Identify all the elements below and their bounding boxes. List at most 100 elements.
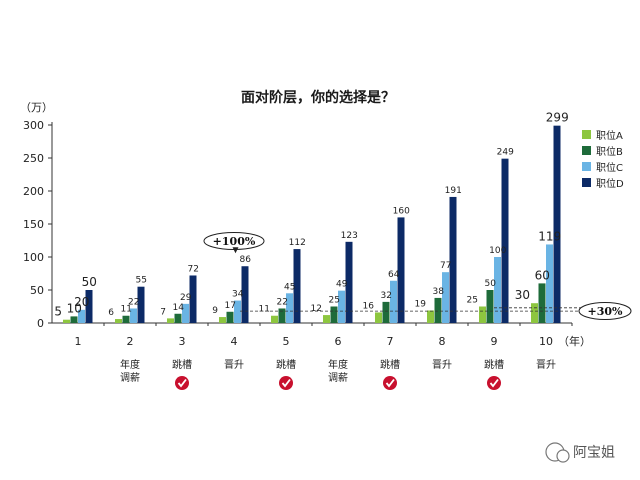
data-label: 86 — [240, 255, 252, 265]
x-tick-label: 6 — [335, 335, 342, 348]
bar — [345, 241, 353, 323]
check-icon — [383, 376, 397, 390]
data-label: 11 — [259, 305, 270, 315]
category-note: 调薪 — [120, 372, 140, 384]
bar — [115, 319, 122, 323]
bar — [427, 310, 434, 323]
x-tick-label: 7 — [387, 335, 394, 348]
category-note: 年度 — [328, 358, 348, 371]
data-label: 55 — [136, 276, 147, 286]
bar — [70, 316, 78, 323]
bar — [382, 301, 390, 323]
data-label: 12 — [311, 304, 322, 314]
data-label: 60 — [535, 268, 550, 282]
data-label: 19 — [415, 299, 427, 309]
data-label: 25 — [467, 296, 478, 306]
bar — [278, 308, 286, 323]
y-axis: 0 50 100 150 200 250 300 — [23, 119, 53, 330]
watermark-text: 阿宝姐 — [573, 445, 615, 461]
category-note: 跳槽 — [276, 358, 296, 371]
data-label: 72 — [188, 264, 199, 274]
y-tick-label: 200 — [23, 185, 44, 198]
data-label: 77 — [440, 261, 451, 271]
data-label: 22 — [128, 297, 139, 307]
bar — [293, 249, 301, 323]
bar — [137, 286, 145, 323]
bar — [130, 308, 137, 323]
callout-arrowhead — [232, 247, 239, 254]
data-label: 299 — [546, 111, 569, 125]
bar — [63, 319, 70, 323]
legend-label: 职位B — [596, 145, 623, 158]
y-tick-label: 300 — [23, 119, 44, 132]
check-icon — [279, 376, 293, 390]
data-label: 5 — [54, 305, 62, 319]
bar — [434, 297, 442, 323]
legend-label: 职位C — [596, 161, 623, 174]
bar — [323, 315, 330, 323]
category-note: 晋升 — [536, 359, 556, 371]
check-icon-mark — [385, 378, 395, 388]
bars — [63, 125, 561, 323]
legend-swatch — [582, 162, 591, 171]
bar — [219, 317, 226, 323]
bar — [189, 275, 197, 323]
check-icon — [175, 376, 189, 390]
data-label: 25 — [329, 296, 340, 306]
bar — [241, 266, 249, 323]
y-tick-label: 150 — [23, 218, 44, 231]
bar — [330, 306, 338, 323]
bar — [390, 280, 397, 323]
data-label: 34 — [232, 290, 244, 300]
data-label: 191 — [445, 186, 462, 196]
data-label: 22 — [277, 297, 288, 307]
legend-swatch — [582, 146, 591, 155]
bar — [122, 315, 130, 323]
callout-left-label: +100% — [213, 235, 256, 248]
check-icon-mark — [489, 378, 499, 388]
y-tick-label: 0 — [37, 317, 44, 330]
legend-label: 职位A — [596, 129, 623, 142]
y-tick-label: 100 — [23, 251, 44, 264]
bar — [182, 303, 189, 323]
data-label: 112 — [289, 238, 306, 248]
data-label: 7 — [160, 307, 166, 317]
x-tick-label: 1 — [75, 335, 82, 348]
data-label: 30 — [515, 288, 530, 302]
data-label: 123 — [341, 231, 358, 241]
x-axis-unit: （年） — [558, 334, 591, 348]
data-label: 11 — [121, 305, 132, 315]
legend-swatch — [582, 178, 591, 187]
bar — [397, 217, 405, 323]
category-note: 调薪 — [328, 372, 348, 384]
data-label: 16 — [363, 301, 375, 311]
data-label: 249 — [497, 148, 514, 158]
bar — [501, 158, 509, 323]
data-label: 64 — [388, 270, 400, 280]
bar — [375, 312, 382, 323]
x-tick-label: 4 — [231, 335, 238, 348]
x-axis: 1 2 3 4 5 6 7 8 9 10 （年） — [52, 322, 591, 348]
bar — [174, 313, 182, 323]
x-tick-label: 3 — [179, 335, 186, 348]
data-label: 20 — [74, 295, 89, 309]
x-tick-label: 10 — [539, 335, 553, 348]
data-label: 17 — [225, 301, 236, 311]
bar — [449, 196, 457, 323]
y-axis-unit: （万） — [20, 101, 53, 114]
x-tick-label: 8 — [439, 335, 446, 348]
bar — [234, 300, 241, 323]
category-note: 晋升 — [432, 359, 452, 371]
x-tick-label: 5 — [283, 335, 290, 348]
callouts: +100% +30% — [203, 232, 632, 320]
data-label: 50 — [82, 275, 97, 289]
bar — [479, 306, 486, 323]
callout-right-label: +30% — [588, 305, 624, 318]
data-label: 9 — [212, 306, 218, 316]
category-note: 年度 — [120, 358, 140, 371]
category-note: 跳槽 — [484, 358, 504, 371]
data-label: 6 — [108, 308, 114, 318]
